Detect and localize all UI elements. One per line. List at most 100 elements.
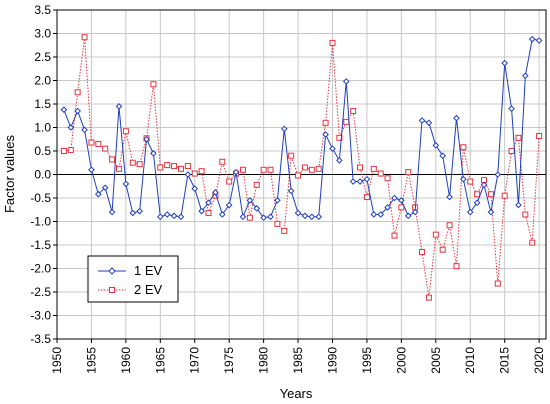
x-tick-label: 1985 (291, 347, 305, 374)
data-point (322, 131, 329, 138)
data-point (115, 103, 123, 110)
legend: 1 EV 2 EV (87, 255, 179, 303)
data-point (370, 165, 377, 172)
y-tick-label: -2.0 (30, 262, 51, 276)
data-point (439, 152, 446, 160)
data-point (342, 78, 350, 85)
y-tick-label: 1.5 (34, 97, 51, 111)
data-point (191, 170, 198, 177)
data-point (136, 207, 143, 215)
x-tick-label: 2005 (429, 347, 443, 374)
series-2-ev (60, 34, 543, 301)
data-point (308, 213, 316, 221)
x-tick-label: 2015 (498, 347, 512, 374)
data-point (191, 185, 199, 192)
data-point (219, 158, 226, 165)
data-point (67, 147, 74, 154)
data-point (232, 168, 240, 176)
data-point (274, 220, 281, 227)
data-point (446, 222, 453, 229)
data-point (418, 117, 426, 124)
data-point (198, 207, 205, 215)
data-point (253, 205, 261, 212)
y-tick-label: -2.5 (30, 285, 51, 299)
x-tick-label: 1970 (188, 347, 202, 374)
data-point (267, 166, 274, 173)
x-tick-label: 1955 (84, 347, 98, 374)
y-tick-label: 2.0 (34, 74, 51, 88)
data-point (460, 175, 467, 183)
data-point (218, 211, 226, 218)
data-point (522, 211, 529, 218)
x-tick-label: 2000 (394, 347, 408, 374)
data-point (384, 175, 391, 182)
y-tick-label: -0.5 (30, 191, 51, 205)
data-point (508, 148, 515, 154)
data-point (88, 139, 95, 146)
data-point (280, 125, 288, 133)
data-point (287, 187, 295, 195)
legend-marker-1ev (108, 267, 116, 275)
data-point (60, 148, 67, 154)
x-tick-label: 1995 (360, 347, 374, 374)
y-tick-label: -3.0 (30, 309, 51, 323)
data-point (356, 178, 364, 185)
data-point (226, 178, 233, 185)
data-point (157, 213, 164, 221)
data-point (494, 171, 502, 178)
x-tick-label: 1975 (222, 347, 236, 374)
data-point (294, 209, 302, 217)
data-point (466, 208, 474, 216)
data-point (315, 213, 323, 221)
y-tick-label: -1.0 (30, 215, 51, 229)
data-point (170, 212, 178, 220)
data-point (350, 108, 357, 115)
series-line (63, 37, 540, 298)
data-point (101, 184, 109, 191)
x-axis-title: Years (280, 386, 313, 401)
data-point (74, 107, 81, 115)
data-point (391, 194, 398, 202)
data-point (508, 105, 515, 113)
data-point (198, 168, 205, 175)
data-point (480, 181, 488, 189)
data-point (177, 165, 184, 172)
data-point (129, 209, 137, 217)
data-point (177, 213, 185, 221)
data-point (501, 192, 508, 199)
data-point (453, 114, 460, 122)
data-point (432, 231, 439, 238)
data-point (260, 166, 267, 173)
data-point (143, 135, 150, 143)
data-point (460, 144, 467, 151)
data-point (171, 163, 178, 170)
data-point (425, 294, 432, 301)
grid-lines (56, 9, 546, 340)
data-point (225, 201, 233, 209)
data-point (109, 156, 116, 163)
data-point (411, 208, 419, 216)
x-tick-label: 1950 (50, 347, 64, 374)
data-point (453, 263, 460, 270)
data-point (343, 118, 350, 125)
y-tick-label: 3.0 (34, 27, 51, 41)
data-point (301, 212, 309, 220)
data-point (391, 232, 398, 239)
data-point (88, 166, 95, 174)
data-point (515, 201, 522, 209)
data-point (184, 163, 191, 170)
series-layer (60, 34, 543, 301)
data-point (336, 134, 343, 141)
data-point (329, 39, 336, 46)
data-point (515, 134, 522, 141)
data-point (136, 161, 143, 168)
data-point (102, 145, 109, 152)
data-point (301, 164, 308, 171)
data-point (501, 59, 508, 67)
y-tick-label: -1.5 (30, 238, 51, 252)
data-point (487, 191, 494, 198)
y-tick-label: 0.5 (34, 144, 51, 158)
data-point (274, 197, 281, 204)
data-point (150, 81, 157, 88)
data-point (281, 227, 288, 234)
